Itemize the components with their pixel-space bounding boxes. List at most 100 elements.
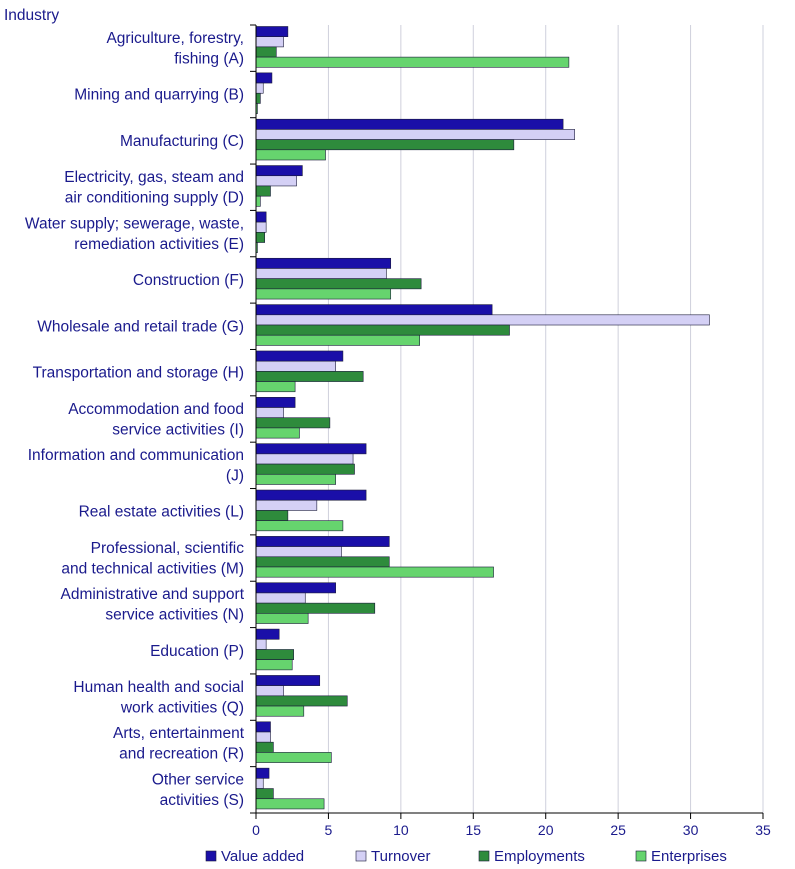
bar-employments bbox=[255, 556, 390, 568]
bar-value-added bbox=[255, 72, 273, 84]
legend-swatch bbox=[355, 850, 367, 862]
category-label: Accommodation and food bbox=[68, 401, 244, 418]
legend-item: Employments bbox=[478, 848, 585, 865]
legend-label: Enterprises bbox=[651, 848, 727, 865]
legend-item: Enterprises bbox=[635, 848, 727, 865]
bar-value-added bbox=[255, 767, 270, 779]
category-label: Construction (F) bbox=[133, 272, 244, 289]
bar-value-added bbox=[255, 211, 267, 223]
bar-employments bbox=[255, 695, 348, 707]
bar-turnover bbox=[255, 592, 306, 604]
legend-swatch bbox=[205, 850, 217, 862]
category-label: (J) bbox=[226, 468, 244, 485]
category-label: Education (P) bbox=[150, 643, 244, 660]
bar-employments bbox=[255, 649, 294, 660]
bar-employments bbox=[255, 417, 331, 429]
bar-turnover bbox=[255, 36, 284, 48]
bar-enterprises bbox=[255, 195, 261, 207]
bar-turnover bbox=[255, 638, 267, 650]
x-tick-label: 15 bbox=[465, 822, 481, 838]
bar-employments bbox=[255, 371, 364, 382]
bar-value-added bbox=[255, 118, 564, 130]
bar-turnover bbox=[255, 82, 264, 94]
bar-enterprises bbox=[255, 381, 296, 393]
category-label: Human health and social bbox=[73, 679, 244, 696]
x-tick-label: 30 bbox=[683, 822, 699, 838]
category-label: Arts, entertainment bbox=[113, 725, 245, 742]
bar-employments bbox=[255, 92, 261, 104]
bar-enterprises bbox=[255, 520, 344, 532]
bar-employments bbox=[255, 139, 515, 151]
legend-swatch bbox=[635, 850, 647, 862]
x-tick-label: 25 bbox=[610, 822, 626, 838]
bar-employments bbox=[255, 46, 277, 58]
bar-employments bbox=[255, 324, 510, 336]
category-label: and technical activities (M) bbox=[61, 560, 244, 577]
bar-value-added bbox=[255, 350, 344, 362]
category-label: and recreation (R) bbox=[119, 746, 244, 763]
bars bbox=[255, 26, 710, 810]
bar-turnover bbox=[255, 175, 297, 187]
x-tick-label: 0 bbox=[252, 822, 260, 838]
bar-value-added bbox=[255, 536, 390, 547]
bar-value-added bbox=[255, 443, 367, 455]
x-tick-label: 5 bbox=[325, 822, 333, 838]
bar-employments bbox=[255, 232, 265, 243]
category-label: Transportation and storage (H) bbox=[33, 365, 244, 382]
bar-employments bbox=[255, 788, 274, 800]
category-label: fishing (A) bbox=[174, 50, 244, 67]
category-labels: Agriculture, forestry, fishing (A) Mining … bbox=[25, 30, 245, 809]
bar-turnover bbox=[255, 499, 318, 511]
bar-value-added bbox=[255, 582, 336, 594]
bar-value-added bbox=[255, 257, 392, 269]
bar-turnover bbox=[255, 268, 387, 279]
legend-item: Value added bbox=[205, 848, 304, 865]
category-label: Other service bbox=[152, 772, 244, 789]
category-label: Mining and quarrying (B) bbox=[74, 87, 244, 104]
x-tick-label: 10 bbox=[393, 822, 409, 838]
category-label: remediation activities (E) bbox=[74, 236, 244, 253]
bar-enterprises bbox=[255, 56, 570, 68]
x-tick-labels: 0 5 10 15 20 25 30 35 bbox=[252, 822, 771, 838]
gridlines bbox=[327, 25, 764, 813]
legend-label: Turnover bbox=[371, 848, 430, 865]
bar-enterprises bbox=[255, 334, 420, 346]
bar-enterprises bbox=[255, 798, 325, 810]
bar-employments bbox=[255, 510, 289, 521]
bar-value-added bbox=[255, 628, 280, 640]
bar-value-added bbox=[255, 397, 296, 408]
category-label: Agriculture, forestry, bbox=[106, 30, 244, 47]
bar-enterprises bbox=[255, 752, 332, 763]
bar-enterprises bbox=[255, 566, 494, 578]
category-label: service activities (N) bbox=[105, 607, 244, 624]
bar-enterprises bbox=[255, 705, 305, 717]
legend-label: Employments bbox=[494, 848, 585, 865]
bar-employments bbox=[255, 463, 355, 475]
bar-turnover bbox=[255, 221, 267, 233]
category-label: activities (S) bbox=[160, 792, 244, 809]
category-label: Electricity, gas, steam and bbox=[64, 169, 244, 186]
category-label: Manufacturing (C) bbox=[120, 133, 244, 150]
bar-value-added bbox=[255, 489, 367, 501]
category-label: Administrative and support bbox=[60, 586, 244, 603]
bar-enterprises bbox=[255, 659, 293, 671]
bar-turnover bbox=[255, 731, 271, 743]
category-label: air conditioning supply (D) bbox=[65, 189, 244, 206]
category-label: Wholesale and retail trade (G) bbox=[37, 318, 244, 335]
legend-item: Turnover bbox=[355, 848, 430, 865]
bar-enterprises bbox=[255, 613, 309, 624]
x-tick-label: 20 bbox=[538, 822, 554, 838]
category-label: Real estate activities (L) bbox=[79, 504, 244, 521]
legend: Value added Turnover Employments Enterprise… bbox=[205, 848, 727, 865]
bar-enterprises bbox=[255, 473, 336, 485]
category-label: Professional, scientific bbox=[91, 540, 245, 557]
bar-enterprises bbox=[255, 288, 392, 300]
legend-swatch bbox=[478, 850, 490, 862]
bar-turnover bbox=[255, 685, 284, 697]
category-label: Information and communication bbox=[28, 447, 244, 464]
bar-employments bbox=[255, 741, 274, 753]
bar-turnover bbox=[255, 453, 354, 465]
bar-value-added bbox=[255, 721, 271, 733]
bar-turnover bbox=[255, 546, 342, 558]
bar-enterprises bbox=[255, 427, 300, 439]
